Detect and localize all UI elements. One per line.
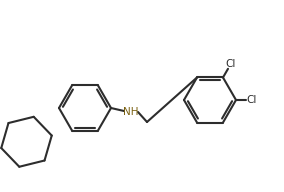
Text: NH: NH	[123, 107, 139, 117]
Text: Cl: Cl	[226, 59, 236, 69]
Text: Cl: Cl	[247, 95, 257, 105]
